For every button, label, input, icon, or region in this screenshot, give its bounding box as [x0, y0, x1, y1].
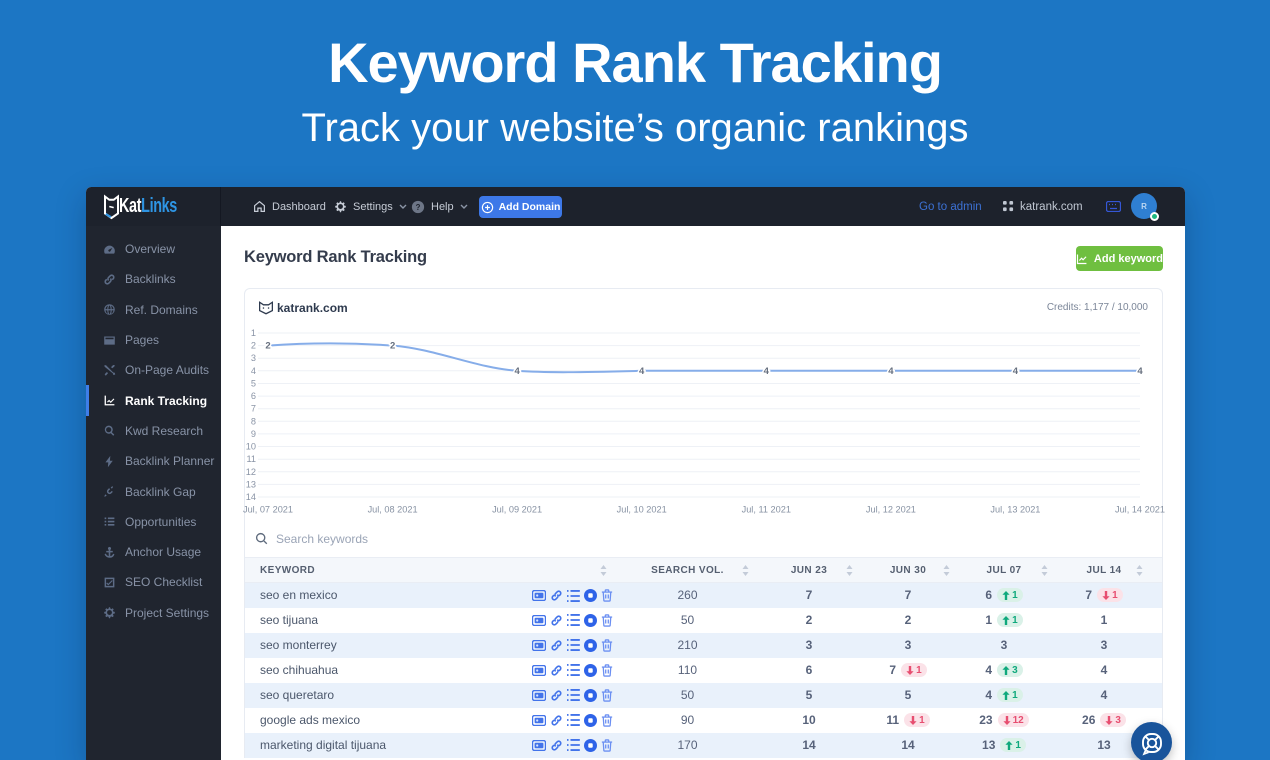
svg-text:13: 13 [246, 479, 256, 489]
svg-text:7: 7 [251, 404, 256, 414]
svg-text:12: 12 [246, 467, 256, 477]
svg-text:Jul, 09 2021: Jul, 09 2021 [492, 505, 542, 515]
svg-text:10: 10 [246, 442, 256, 452]
svg-text:Jul, 12 2021: Jul, 12 2021 [866, 505, 916, 515]
svg-text:4: 4 [888, 366, 894, 377]
svg-text:Jul, 11 2021: Jul, 11 2021 [742, 505, 791, 515]
svg-text:5: 5 [251, 379, 256, 389]
svg-text:2: 2 [265, 341, 270, 352]
svg-text:Jul, 08 2021: Jul, 08 2021 [368, 505, 418, 515]
svg-text:2: 2 [251, 341, 256, 351]
svg-text:1: 1 [251, 328, 256, 338]
svg-text:Jul, 07 2021: Jul, 07 2021 [243, 505, 293, 515]
svg-text:6: 6 [251, 391, 256, 401]
svg-text:Jul, 14 2021: Jul, 14 2021 [1115, 505, 1165, 515]
svg-text:3: 3 [251, 353, 256, 363]
svg-text:Jul, 13 2021: Jul, 13 2021 [990, 505, 1040, 515]
svg-text:8: 8 [251, 416, 256, 426]
svg-text:4: 4 [1137, 366, 1143, 377]
svg-text:4: 4 [639, 366, 645, 377]
svg-text:2: 2 [390, 341, 395, 352]
svg-text:9: 9 [251, 429, 256, 439]
svg-text:4: 4 [1013, 366, 1019, 377]
svg-text:14: 14 [246, 492, 256, 502]
svg-text:4: 4 [251, 366, 256, 376]
svg-text:4: 4 [764, 366, 770, 377]
svg-text:Jul, 10 2021: Jul, 10 2021 [617, 505, 667, 515]
svg-text:11: 11 [246, 454, 256, 464]
svg-text:?: ? [416, 203, 421, 212]
svg-text:4: 4 [514, 366, 520, 377]
